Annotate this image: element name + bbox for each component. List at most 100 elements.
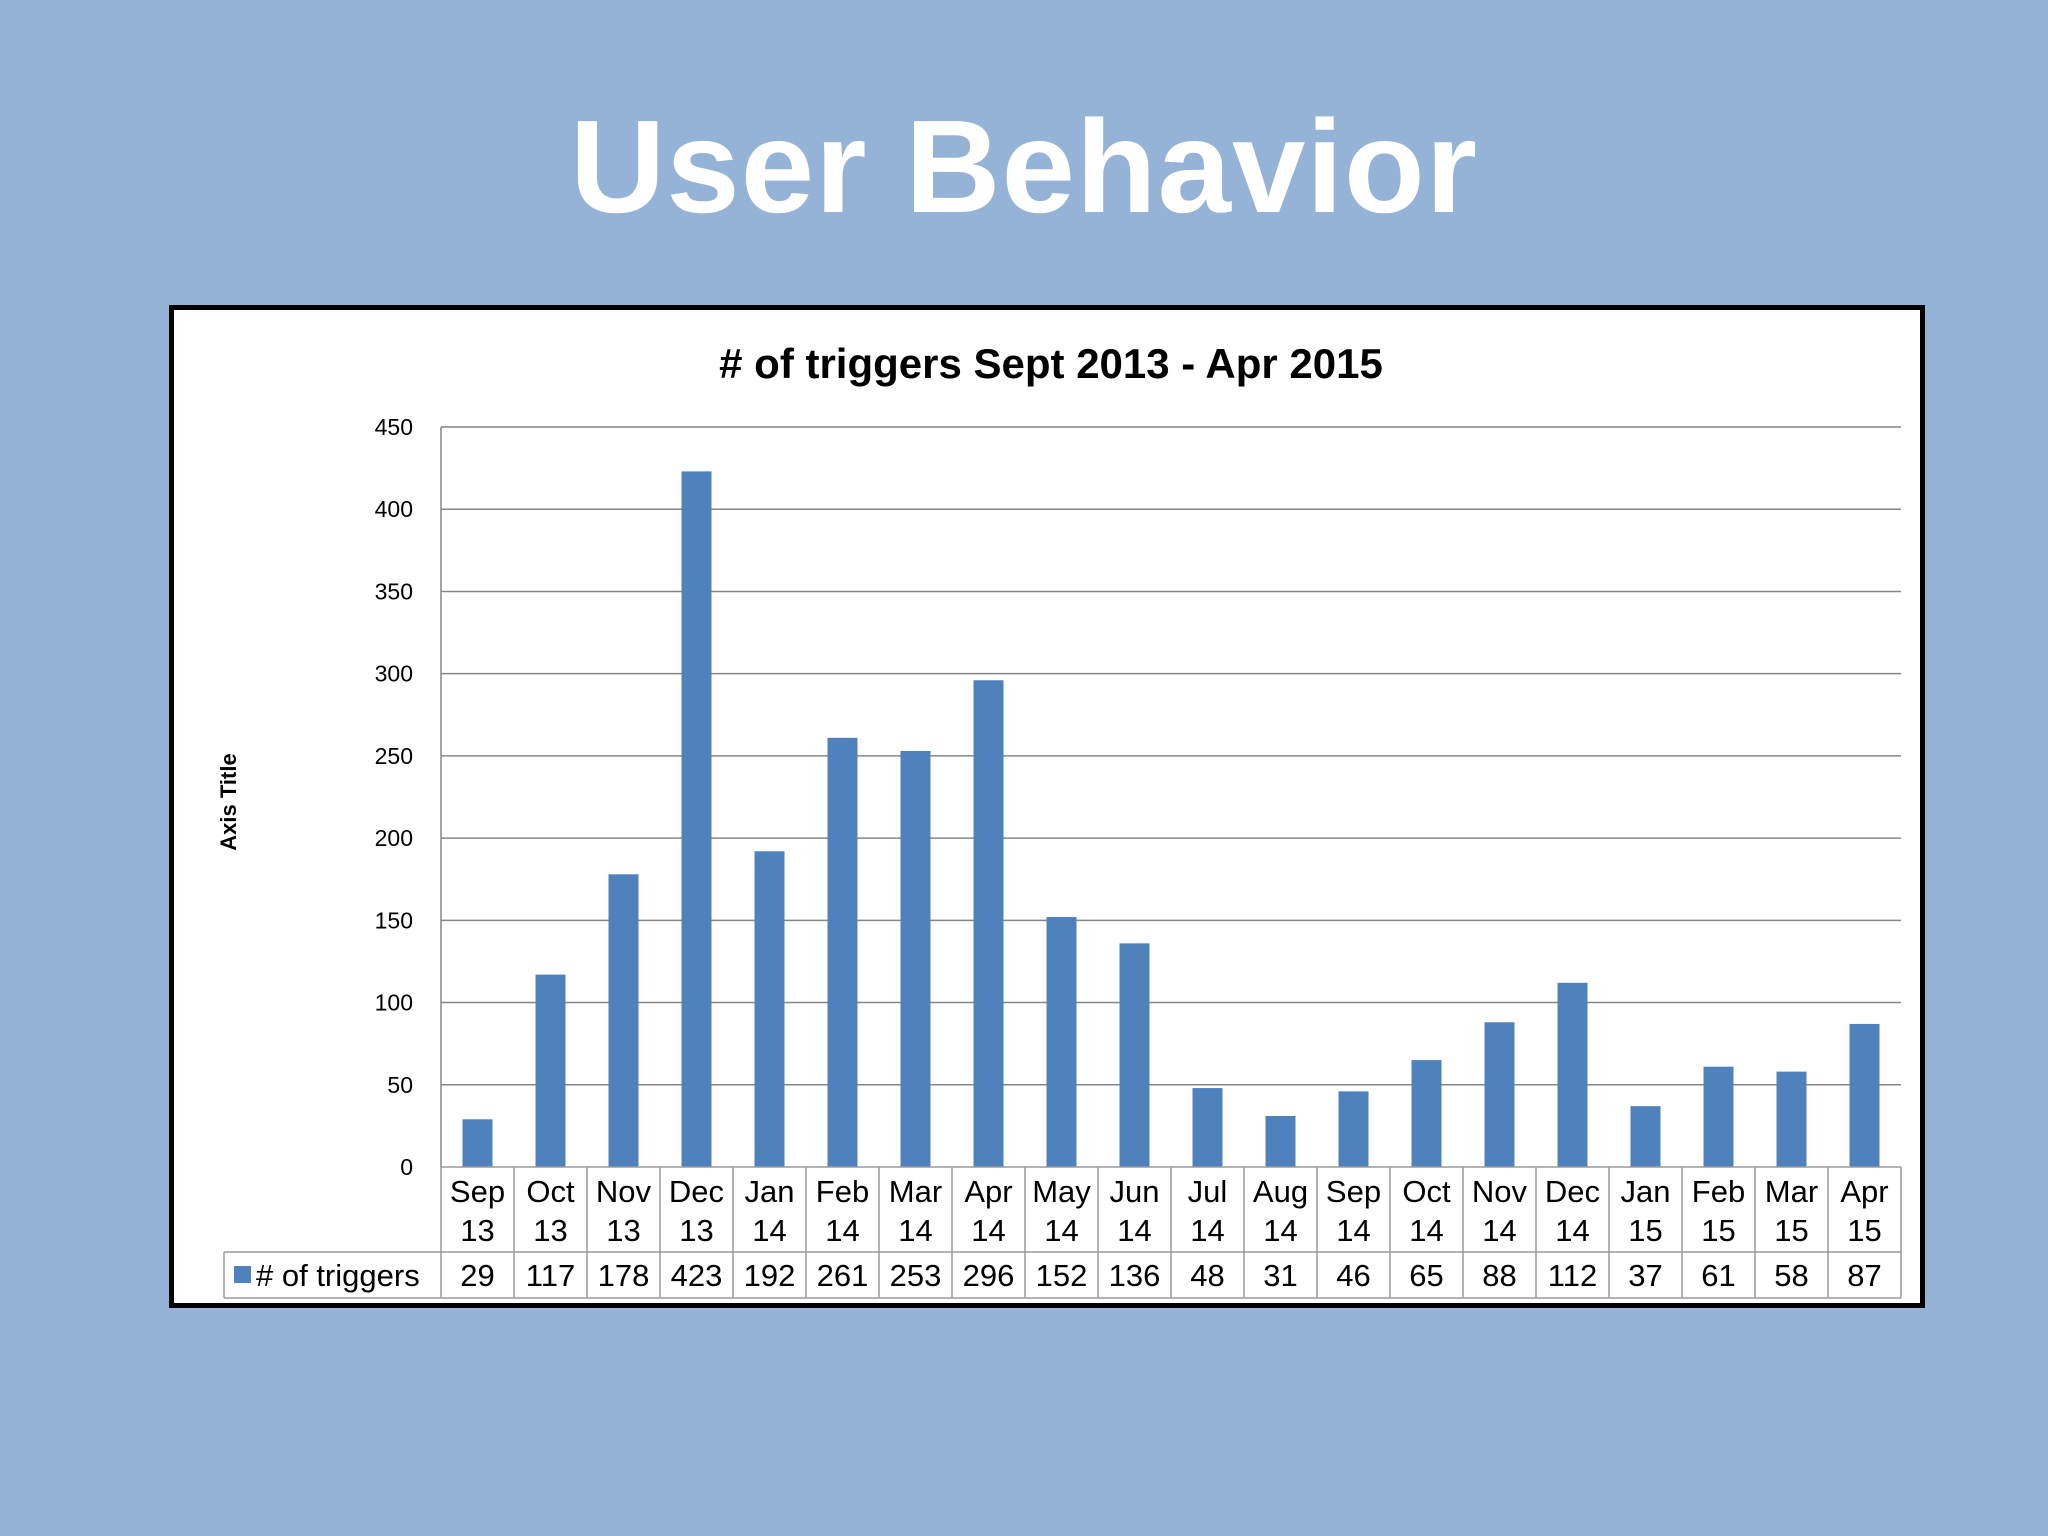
bar	[827, 737, 858, 1167]
bar	[608, 874, 639, 1167]
y-tick-label: 300	[375, 661, 413, 687]
x-category-label: 13	[533, 1213, 567, 1248]
data-label: 192	[744, 1258, 796, 1293]
data-label: 261	[817, 1258, 869, 1293]
x-category-label: Apr	[964, 1174, 1012, 1209]
bar	[754, 851, 785, 1167]
bar	[1630, 1106, 1661, 1167]
x-category-label: 15	[1774, 1213, 1808, 1248]
y-tick-label: 350	[375, 578, 413, 604]
x-category-label: 14	[971, 1213, 1005, 1248]
y-tick-label: 50	[387, 1072, 413, 1098]
bar	[1776, 1071, 1807, 1167]
bar	[1411, 1060, 1442, 1167]
y-axis-ticks: 0 50 100 150 200 250 300 350 400 450	[375, 414, 413, 1180]
data-label: 65	[1409, 1258, 1443, 1293]
x-category-label: Jan	[1621, 1174, 1671, 1209]
slide-title: User Behavior	[569, 93, 1479, 240]
bar	[535, 974, 566, 1167]
gridlines	[440, 426, 1901, 1167]
chart-svg: # of triggers Sept 2013 - Apr 2015 Axis …	[216, 340, 1902, 1299]
x-category-label: Mar	[889, 1174, 942, 1209]
y-tick-label: 150	[375, 907, 413, 933]
data-label: 29	[460, 1258, 494, 1293]
x-category-label: 13	[606, 1213, 640, 1248]
x-category-label: Dec	[669, 1174, 724, 1209]
x-category-label: 14	[825, 1213, 859, 1248]
bar	[681, 471, 712, 1167]
bar	[1703, 1066, 1734, 1167]
x-category-label: 14	[1336, 1213, 1370, 1248]
bar	[1265, 1116, 1296, 1167]
data-label: 112	[1548, 1258, 1597, 1293]
data-label: 46	[1336, 1258, 1370, 1293]
y-tick-label: 250	[375, 743, 413, 769]
bars	[462, 471, 1880, 1167]
bar	[1046, 917, 1077, 1167]
y-tick-label: 400	[375, 496, 413, 522]
data-label: 87	[1847, 1258, 1881, 1293]
x-category-label: Nov	[596, 1174, 652, 1209]
data-label: 117	[526, 1258, 575, 1293]
chart-title: # of triggers Sept 2013 - Apr 2015	[719, 340, 1383, 387]
x-category-label: Jul	[1188, 1174, 1228, 1209]
x-category-label: Apr	[1840, 1174, 1888, 1209]
x-category-label: 15	[1847, 1213, 1881, 1248]
x-category-label: Dec	[1545, 1174, 1600, 1209]
data-label: 88	[1482, 1258, 1516, 1293]
x-category-label: 14	[1190, 1213, 1224, 1248]
data-label: 296	[963, 1258, 1015, 1293]
bar	[1557, 982, 1588, 1167]
y-tick-label: 450	[375, 414, 413, 440]
x-category-label: 13	[460, 1213, 494, 1248]
x-category-label: Jun	[1110, 1174, 1160, 1209]
data-label: 152	[1036, 1258, 1088, 1293]
x-category-label: 14	[1117, 1213, 1151, 1248]
data-label: 48	[1190, 1258, 1224, 1293]
data-label: 31	[1263, 1258, 1297, 1293]
bar	[1484, 1022, 1515, 1167]
bar	[462, 1119, 493, 1167]
x-category-label: Feb	[1692, 1174, 1745, 1209]
y-tick-label: 0	[400, 1154, 413, 1180]
y-tick-label: 200	[375, 825, 413, 851]
bar	[1192, 1088, 1223, 1167]
bar	[1849, 1023, 1880, 1167]
x-category-label: May	[1032, 1174, 1091, 1209]
data-label: 423	[671, 1258, 723, 1293]
x-category-label: Mar	[1765, 1174, 1818, 1209]
x-category-label: 14	[1555, 1213, 1589, 1248]
x-category-label: Sep	[450, 1174, 505, 1209]
bar	[973, 680, 1004, 1167]
data-label: 61	[1701, 1258, 1735, 1293]
y-tick-label: 100	[375, 990, 413, 1016]
x-category-label: 14	[1044, 1213, 1078, 1248]
x-category-label: Oct	[526, 1174, 575, 1209]
legend-swatch	[234, 1266, 251, 1283]
x-category-label: Nov	[1472, 1174, 1528, 1209]
data-label: 253	[890, 1258, 942, 1293]
x-category-label: Jan	[745, 1174, 795, 1209]
x-category-label: 14	[898, 1213, 932, 1248]
legend-label: # of triggers	[256, 1258, 420, 1293]
data-label: 37	[1628, 1258, 1662, 1293]
x-category-label: 14	[752, 1213, 786, 1248]
data-label: 136	[1109, 1258, 1161, 1293]
x-category-label: 15	[1628, 1213, 1662, 1248]
x-category-label: Feb	[816, 1174, 869, 1209]
data-label: 58	[1774, 1258, 1808, 1293]
x-category-label: 14	[1482, 1213, 1516, 1248]
bar	[1119, 943, 1150, 1167]
data-table: Sep 13 29 Oct 13 117 Nov 13 178 Dec 13 423 Jan 14 192 F…	[223, 1166, 1902, 1299]
x-category-label: Oct	[1402, 1174, 1451, 1209]
y-axis-title: Axis Title	[216, 753, 241, 850]
x-category-label: 14	[1409, 1213, 1443, 1248]
x-category-label: 15	[1701, 1213, 1735, 1248]
x-category-label: 13	[679, 1213, 713, 1248]
x-category-label: 14	[1263, 1213, 1297, 1248]
x-category-label: Sep	[1326, 1174, 1381, 1209]
data-label: 178	[598, 1258, 650, 1293]
bar	[900, 750, 931, 1167]
chart-frame: # of triggers Sept 2013 - Apr 2015 Axis …	[169, 305, 1925, 1308]
x-category-label: Aug	[1253, 1174, 1308, 1209]
